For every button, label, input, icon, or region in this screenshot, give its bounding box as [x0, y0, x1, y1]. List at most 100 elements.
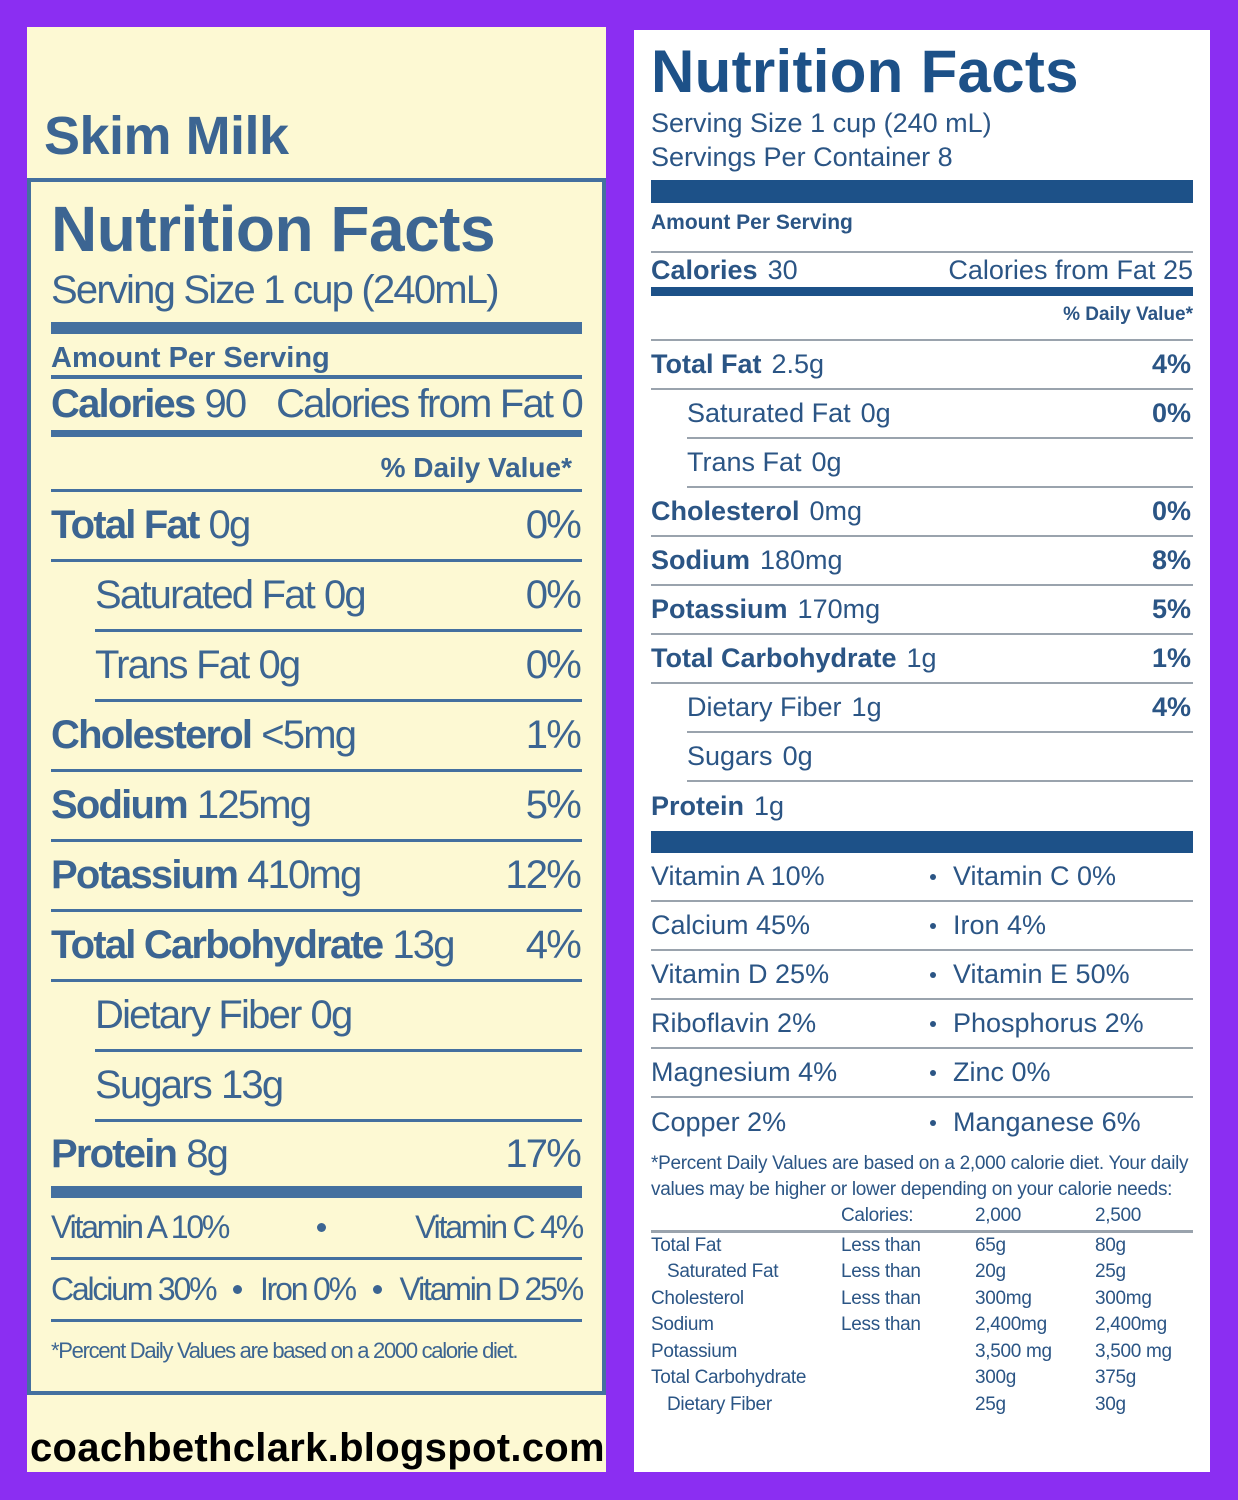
nutrient-amount: 180mg	[760, 545, 843, 575]
nutrient-name: Cholesterol	[51, 713, 253, 757]
nutrient-row: Protein 1g	[651, 782, 1193, 853]
nutrient-row: Total Fat 0g 0%	[51, 492, 582, 562]
nutrient-row: Cholesterol <5mg 1%	[51, 702, 582, 772]
nutrient-name: Protein	[651, 791, 745, 821]
nutrient-row: Total Carbohydrate 1g 1%	[651, 635, 1193, 684]
vitamin-line: Riboflavin 2% Phosphorus 2%	[651, 1000, 1193, 1049]
nutrient-name: Total Fat	[651, 349, 762, 379]
ref-value: 25g	[1095, 1261, 1126, 1282]
nutrient-amount: 410mg	[247, 853, 362, 897]
nutrient-amount: 0g	[860, 398, 891, 428]
ref-name: Cholesterol	[651, 1287, 744, 1309]
ref-qualifier: Less than	[841, 1234, 921, 1256]
vitamin-line: Vitamin A 10% Vitamin C 0%	[651, 853, 1193, 902]
vitamin-line: Copper 2% Manganese 6%	[651, 1098, 1193, 1147]
vitamin: Iron 0%	[259, 1271, 357, 1307]
nutrient: Trans Fat 0g	[95, 643, 301, 688]
ref-value: 3,500 mg	[975, 1340, 1052, 1362]
ref-qualifier: Less than	[841, 1314, 921, 1335]
comparison-panel: Nutrition Facts Serving Size 1 cup (240 …	[634, 30, 1210, 1472]
ref-value: 25g	[975, 1393, 1006, 1415]
nutrient-amount: 1g	[851, 692, 882, 722]
daily-value: 1%	[1151, 643, 1191, 673]
nutrient-name: Total Fat	[51, 503, 200, 547]
vitamin: Vitamin C 0%	[953, 861, 1117, 891]
nutrient: Total Fat 0g	[51, 503, 251, 548]
product-name: Skim Milk	[44, 106, 289, 166]
nutrient-row: Dietary Fiber 1g 4%	[687, 684, 1193, 733]
separator-dot	[930, 1020, 936, 1027]
nutrient-row: Total Carbohydrate 13g 4%	[51, 912, 582, 982]
ref-name: Total Carbohydrate	[651, 1367, 807, 1388]
ref-value: 20g	[975, 1261, 1006, 1282]
vitamin: Phosphorus 2%	[953, 1008, 1144, 1038]
amount-per-serving: Amount Per Serving	[651, 203, 1193, 253]
nutrient-row: Total Fat 2.5g 4%	[651, 341, 1193, 390]
nutrient: Dietary Fiber 1g	[687, 692, 882, 723]
daily-value: 0%	[1151, 398, 1191, 428]
nutrient: Saturated Fat 0g	[687, 398, 891, 429]
nutrient-amount: 170mg	[797, 594, 881, 624]
separator-dot	[930, 873, 936, 880]
ref-name: Sodium	[651, 1314, 714, 1335]
nutrition-label: Nutrition Facts Serving Size 1 cup (240m…	[27, 178, 606, 1395]
label-title: Nutrition Facts	[51, 193, 496, 265]
ref-qualifier: Less than	[841, 1261, 921, 1282]
nutrient: Protein 1g	[651, 791, 784, 822]
nutrient-name: Protein	[51, 1131, 178, 1176]
nutrient-amount: 0g	[310, 993, 354, 1037]
serving-size: Serving Size 1 cup (240mL)	[51, 268, 500, 312]
daily-value: 1%	[525, 713, 582, 757]
nutrient-amount: 13g	[392, 923, 455, 967]
nutrient: Protein 8g	[51, 1131, 229, 1177]
nutrient-amount: 125mg	[196, 783, 312, 827]
nutrient: Sugars 13g	[95, 1063, 284, 1108]
ref-name: Potassium	[651, 1340, 738, 1362]
separator-dot	[372, 1285, 382, 1294]
calories: Calories 90	[51, 382, 247, 427]
nutrient: Saturated Fat 0g	[95, 573, 367, 618]
nutrient: Potassium 170mg	[651, 594, 880, 625]
nutrient-row: Sodium 180mg 8%	[651, 537, 1193, 586]
daily-value: 0%	[525, 503, 582, 547]
nutrient: Dietary Fiber 0g	[95, 993, 354, 1038]
calories-label: Calories	[651, 254, 758, 285]
nutrient-amount: 0g	[811, 447, 842, 477]
vitamin-line: Calcium 45% Iron 4%	[651, 902, 1193, 951]
vitamin-line: Vitamin A 10% Vitamin C 4%	[51, 1198, 584, 1260]
separator-dot	[930, 971, 936, 978]
vitamin: Calcium 30%	[51, 1271, 218, 1307]
header-label: Calories:	[841, 1203, 975, 1233]
ref-spacer	[841, 1339, 975, 1366]
calories-value: 30	[767, 254, 798, 285]
nutrient-amount: 0g	[782, 741, 813, 771]
nutrient: Sodium 180mg	[651, 545, 843, 576]
vitamin-line: Calcium 30% Iron 0% Vitamin D 25%	[51, 1260, 584, 1322]
header-value: 2,000	[975, 1203, 1095, 1233]
nutrient-row: Trans Fat 0g 0%	[95, 632, 582, 702]
label-title: Nutrition Facts	[651, 38, 1079, 105]
nutrient-row: Potassium 170mg 5%	[651, 586, 1193, 635]
separator-dot	[930, 1119, 936, 1126]
serving-size: Serving Size 1 cup (240 mL)	[651, 108, 992, 138]
vitamin: Riboflavin 2%	[651, 1008, 817, 1038]
nutrient: Total Carbohydrate 13g	[51, 923, 456, 968]
daily-value: 17%	[505, 1131, 581, 1176]
nutrient-name: Saturated Fat	[687, 398, 851, 428]
servings-per-container: Servings Per Container 8	[651, 142, 953, 172]
ref-value: 2,400mg	[975, 1314, 1047, 1335]
nutrient-name: Sodium	[51, 783, 189, 827]
calories-value: 90	[204, 382, 247, 426]
nutrient-amount: 0g	[258, 643, 301, 687]
calories-row: Calories 30 Calories from Fat 25	[651, 253, 1193, 296]
daily-value: 0%	[525, 643, 582, 687]
watermark: coachbethclark.blogspot.com	[30, 1426, 605, 1470]
nutrient: Cholesterol 0mg	[651, 496, 862, 527]
ref-name: Saturated Fat	[667, 1261, 779, 1282]
nutrient-name: Total Carbohydrate	[651, 643, 897, 673]
ref-value: 80g	[1095, 1234, 1126, 1256]
daily-value: 0%	[1151, 496, 1191, 526]
separator-dot	[317, 1223, 327, 1232]
vitamin: Copper 2%	[651, 1107, 787, 1137]
daily-value-header: % Daily Value*	[651, 296, 1193, 341]
